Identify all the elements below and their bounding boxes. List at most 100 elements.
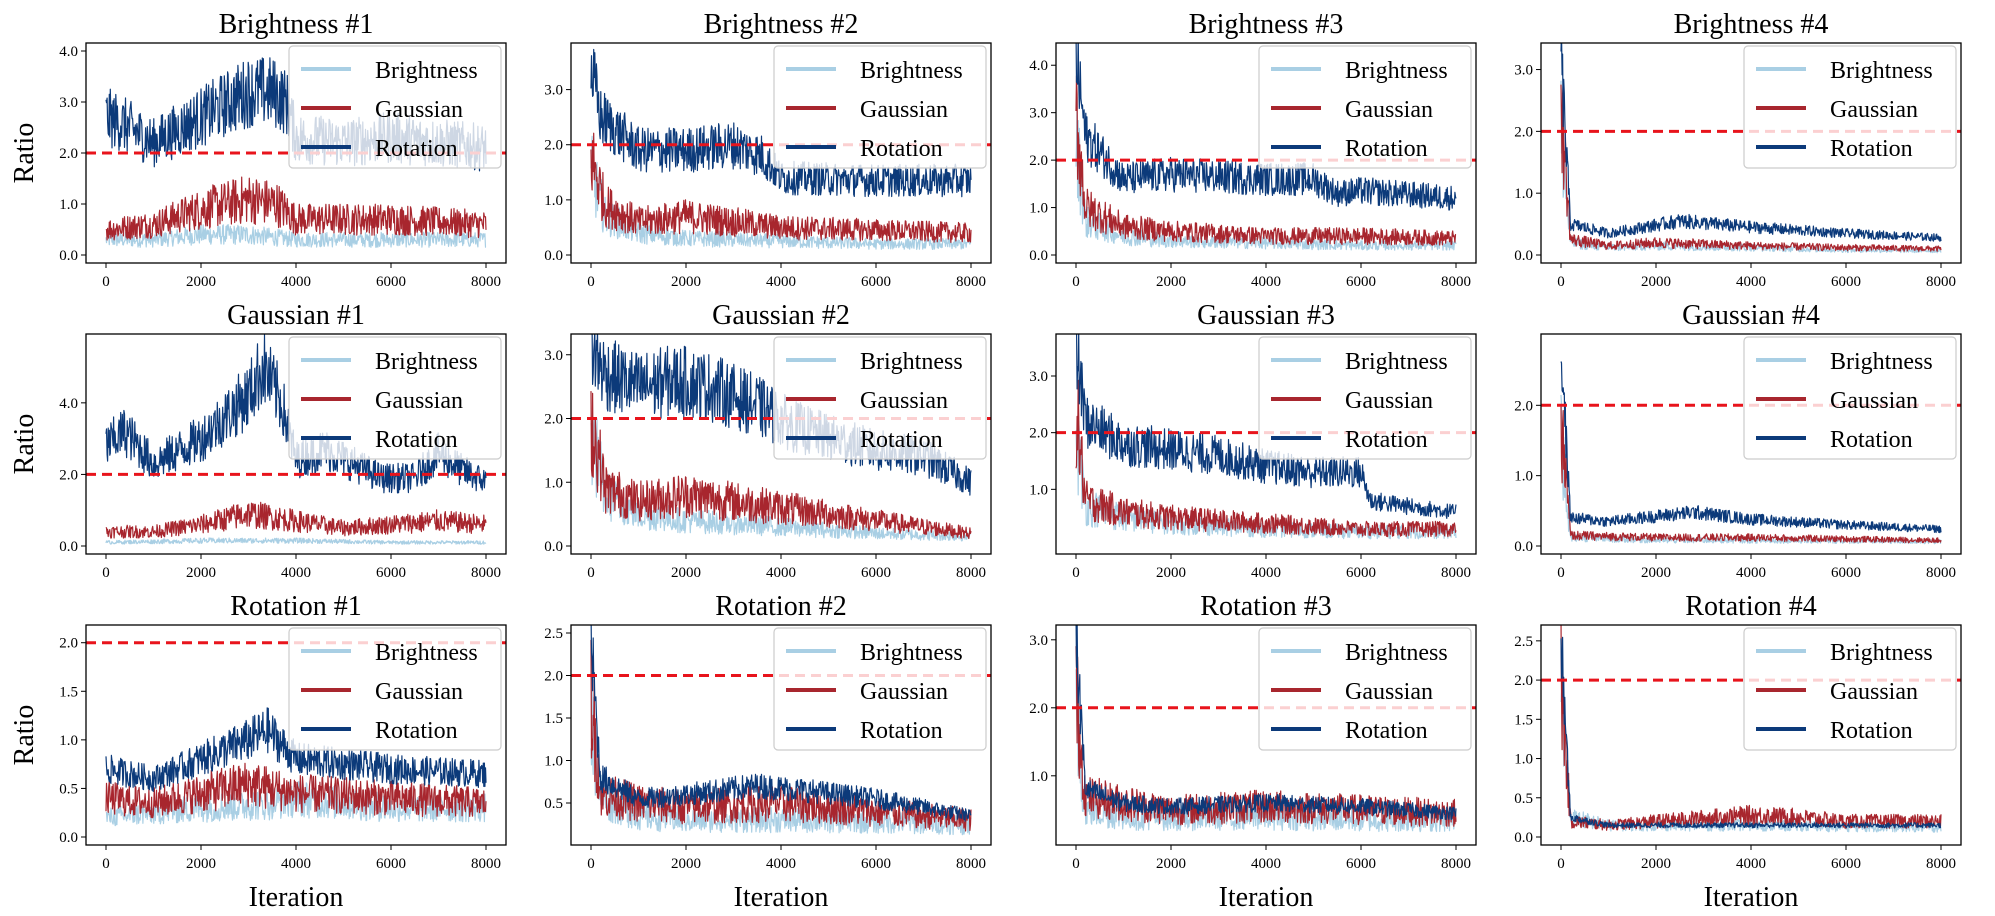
series-line-gaussian (105, 762, 487, 819)
subplot-title: Brightness #4 (1674, 9, 1829, 40)
legend-label: Rotation (375, 427, 458, 453)
series-line-rotation (1560, 361, 1942, 534)
subplot-7: Gaussian #3 Brightness Gaussian Rotation 0 20… (1029, 300, 1477, 581)
legend-label: Rotation (860, 136, 943, 162)
legend-box (1258, 45, 1472, 169)
y-tick-label: 3.0 (1514, 63, 1533, 79)
subplot-title: Rotation #2 (715, 591, 846, 622)
x-tick-label: 4000 (1251, 856, 1281, 872)
series-line-gaussian (590, 132, 972, 243)
x-tick-label: 4000 (1251, 274, 1281, 290)
x-tick-label: 8000 (956, 565, 986, 581)
x-tick-label: 2000 (671, 565, 701, 581)
x-tick-label: 8000 (1441, 856, 1471, 872)
subplot-10: Rotation #2 Iteration Brightness Gaussian Ro… (544, 591, 992, 913)
legend-label: Brightness (375, 349, 478, 375)
subplot-title: Rotation #3 (1200, 591, 1331, 622)
x-tick-label: 2000 (186, 274, 216, 290)
legend-label: Gaussian (1830, 679, 1918, 705)
legend: Brightness Gaussian Rotation (1258, 336, 1472, 460)
subplot-12: Rotation #4 Iteration Brightness Gaussian Ro… (1514, 591, 1962, 913)
y-tick-label: 2.0 (1514, 124, 1533, 140)
series-line-gaussian (105, 501, 487, 539)
x-axis-label: Iteration (734, 882, 829, 911)
series-line-brightness (1560, 80, 1942, 254)
y-tick-label: 2.0 (544, 412, 563, 428)
legend-box (1743, 336, 1957, 460)
legend-label: Rotation (860, 718, 943, 744)
subplot-title: Gaussian #1 (227, 300, 365, 331)
y-tick-label: 2.0 (1514, 673, 1533, 689)
y-tick-label: 0.5 (1514, 791, 1533, 807)
y-axis-label: Ratio (9, 123, 40, 184)
subplot-11: Rotation #3 Iteration Brightness Gaussian Ro… (1029, 591, 1477, 913)
legend-label: Rotation (375, 718, 458, 744)
x-tick-label: 4000 (766, 565, 796, 581)
x-tick-label: 6000 (861, 565, 891, 581)
x-tick-label: 0 (1072, 274, 1080, 290)
y-tick-label: 0.0 (59, 830, 78, 846)
series-line-gaussian (1075, 75, 1457, 246)
y-tick-label: 1.0 (59, 197, 78, 213)
legend-label: Gaussian (860, 97, 948, 123)
y-tick-label: 3.0 (544, 348, 563, 364)
y-tick-label: 2.0 (1029, 426, 1048, 442)
legend-label: Rotation (860, 427, 943, 453)
legend-label: Brightness (1830, 349, 1933, 375)
series-line-gaussian (590, 391, 972, 539)
legend: Brightness Gaussian Rotation (1743, 627, 1957, 751)
legend-label: Gaussian (375, 388, 463, 414)
series-line-gaussian (1560, 83, 1942, 252)
legend-box (1743, 45, 1957, 169)
legend-label: Rotation (1830, 718, 1913, 744)
legend-label: Gaussian (1345, 97, 1433, 123)
series-line-rotation (1560, 43, 1942, 242)
x-tick-label: 0 (587, 274, 595, 290)
subplot-title: Gaussian #2 (712, 300, 850, 331)
series-line-brightness (590, 418, 972, 542)
legend-label: Brightness (860, 58, 963, 84)
legend-label: Brightness (375, 640, 478, 666)
y-tick-label: 2.0 (544, 669, 563, 685)
legend-box (773, 336, 987, 460)
x-tick-label: 2000 (671, 274, 701, 290)
legend-label: Gaussian (1830, 97, 1918, 123)
y-tick-label: 0.0 (544, 248, 563, 264)
legend-label: Gaussian (375, 679, 463, 705)
legend-label: Brightness (375, 58, 478, 84)
legend-label: Gaussian (860, 679, 948, 705)
x-tick-label: 6000 (861, 274, 891, 290)
x-tick-label: 2000 (1156, 565, 1186, 581)
x-tick-label: 0 (587, 856, 595, 872)
series-line-brightness (105, 224, 487, 248)
y-tick-label: 4.0 (59, 396, 78, 412)
x-tick-label: 2000 (671, 856, 701, 872)
series-line-gaussian (1560, 625, 1942, 831)
legend: Brightness Gaussian Rotation (1743, 45, 1957, 169)
y-tick-label: 2.5 (544, 626, 563, 642)
plot-area (1560, 361, 1942, 545)
legend-label: Brightness (1830, 640, 1933, 666)
legend: Brightness Gaussian Rotation (773, 45, 987, 169)
x-tick-label: 6000 (1346, 856, 1376, 872)
legend-label: Gaussian (1830, 388, 1918, 414)
y-tick-label: 0.0 (1514, 539, 1533, 555)
y-tick-label: 3.0 (1029, 633, 1048, 649)
series-line-rotation (590, 625, 972, 822)
y-tick-label: 4.0 (59, 44, 78, 60)
y-axis-label: Ratio (9, 705, 40, 766)
x-tick-label: 6000 (1346, 274, 1376, 290)
x-tick-label: 4000 (281, 274, 311, 290)
x-tick-label: 6000 (1831, 565, 1861, 581)
x-tick-label: 6000 (1831, 274, 1861, 290)
y-tick-label: 2.0 (59, 146, 78, 162)
x-tick-label: 4000 (281, 565, 311, 581)
y-axis-label: Ratio (9, 414, 40, 475)
legend-box (773, 45, 987, 169)
legend: Brightness Gaussian Rotation (1258, 627, 1472, 751)
y-tick-label: 1.5 (59, 684, 78, 700)
x-tick-label: 6000 (376, 274, 406, 290)
